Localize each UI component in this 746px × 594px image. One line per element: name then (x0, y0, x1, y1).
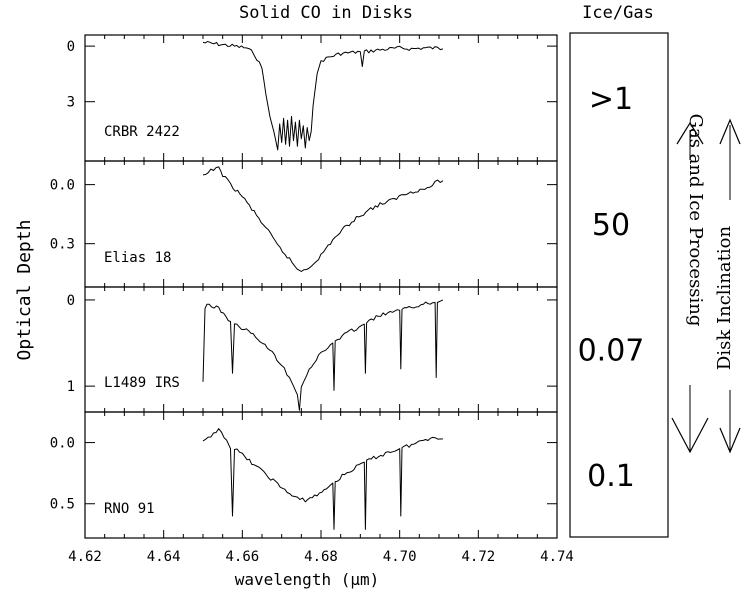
x-tick-label: 4.66 (225, 549, 259, 565)
source-label-l1489-irs: L1489 IRS (104, 375, 180, 391)
y-tick-label-rno-91: 0.5 (50, 497, 75, 513)
panel-frame-crbr-2422 (84, 34, 558, 162)
spectrum-l1489-irs (202, 299, 444, 411)
spectra-panels: 0 3 CRBR 2422 0.0 0.3 Elias 18 0 1 L1489 IRS 0.0 0… (50, 34, 558, 539)
panel-frame-elias-18 (84, 160, 558, 288)
y-tick-label-l1489-irs: 1 (67, 379, 75, 395)
spectrum-crbr-2422 (202, 41, 444, 151)
x-tick-label: 4.62 (68, 549, 102, 565)
y-tick-label-crbr-2422: 0 (67, 39, 75, 55)
x-tick-labels: 4.62 4.64 4.66 4.68 4.70 4.72 4.74 (68, 549, 574, 565)
x-tick-label: 4.74 (540, 549, 574, 565)
ice-gas-value-crbr-2422: >1 (589, 82, 633, 117)
source-label-crbr-2422: CRBR 2422 (104, 124, 180, 140)
ice-gas-values: >1 50 0.07 0.1 (578, 82, 645, 494)
chart-title: Solid CO in Disks (239, 3, 413, 23)
up-arrow-icon (676, 121, 704, 160)
x-tick-label: 4.72 (461, 549, 495, 565)
ice-gas-value-rno-91: 0.1 (587, 459, 635, 494)
x-tick-label: 4.68 (304, 549, 338, 565)
panel-frame-l1489-irs (84, 286, 558, 413)
y-tick-label-elias-18: 0.0 (50, 178, 75, 194)
spectrum-rno-91 (202, 428, 443, 530)
inclination-label: Disk Inclination (714, 226, 735, 371)
source-label-elias-18: Elias 18 (104, 250, 171, 266)
ice-gas-box (569, 32, 669, 538)
down-arrow-icon (671, 385, 709, 454)
x-axis-label: wavelength (µm) (235, 570, 380, 589)
ice-gas-header: Ice/Gas (582, 3, 654, 23)
inclination-arrow-icon (719, 118, 741, 454)
y-axis-label: Optical Depth (14, 220, 35, 361)
spectrum-elias-18 (202, 166, 444, 272)
y-tick-label-rno-91: 0.0 (50, 436, 75, 452)
x-tick-label: 4.64 (147, 549, 181, 565)
panel-frame-rno-91 (84, 411, 558, 539)
ice-gas-value-elias-18: 50 (592, 208, 630, 243)
y-tick-label-elias-18: 0.3 (50, 237, 75, 253)
processing-label: Gas and Ice Processing (685, 114, 706, 327)
y-tick-label-crbr-2422: 3 (67, 95, 75, 111)
x-tick-label: 4.70 (383, 549, 417, 565)
y-tick-label-l1489-irs: 0 (67, 293, 75, 309)
ice-gas-value-l1489-irs: 0.07 (578, 334, 645, 369)
source-label-rno-91: RNO 91 (104, 501, 155, 517)
